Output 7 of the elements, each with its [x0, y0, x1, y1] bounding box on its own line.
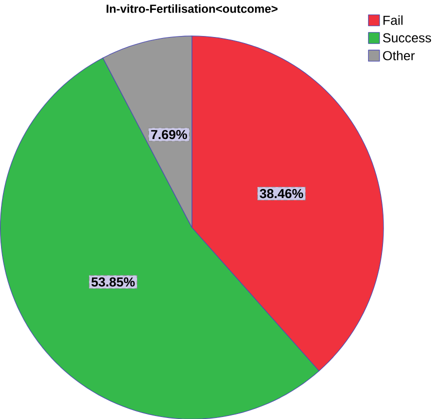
chart-title: In-vitro-Fertilisation<outcome> [106, 4, 278, 13]
data-label: 38.46% [260, 188, 304, 198]
legend-label: Success [383, 33, 432, 42]
legend-label: Other [383, 50, 415, 60]
legend-label: Fail [384, 15, 402, 25]
data-label: 53.85% [91, 277, 135, 286]
data-label: 7.69% [151, 130, 188, 139]
